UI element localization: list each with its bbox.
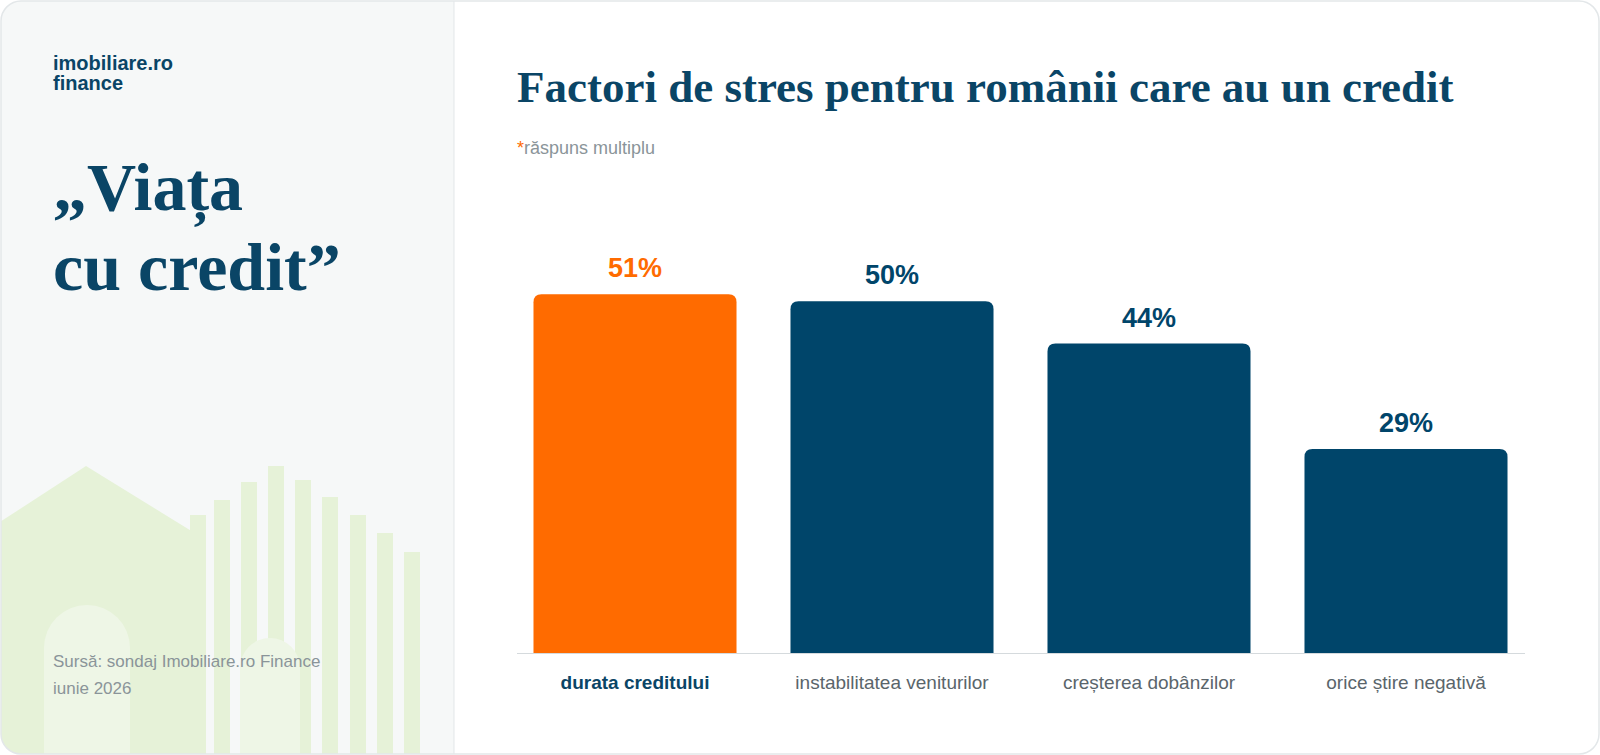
- chart-root: imobiliare.rofinance „Viațacu credit” Surs…: [0, 0, 1600, 755]
- data-label: 44%: [1122, 303, 1176, 333]
- headline: „Viața: [53, 149, 243, 227]
- subtitle-mark: *: [517, 138, 524, 158]
- bar: [533, 294, 736, 653]
- data-label: 50%: [865, 260, 919, 290]
- data-label: 29%: [1379, 408, 1433, 438]
- chart-subtitle: *răspuns multiplu: [517, 138, 655, 158]
- baseline: [517, 653, 1525, 654]
- category-label: creșterea dobânzilor: [1063, 672, 1236, 693]
- logo: imobiliare.ro: [53, 52, 173, 74]
- source: Sursă: sondaj Imobiliare.ro Finance: [53, 652, 320, 671]
- headline: cu credit”: [53, 229, 341, 305]
- deco-stripe: [190, 515, 206, 754]
- category-label: orice știre negativă: [1326, 672, 1486, 693]
- panel-divider: [454, 1, 455, 754]
- left-panel: [1, 1, 454, 754]
- deco-stripe: [350, 515, 366, 754]
- card-border: [1, 1, 1599, 754]
- deco-house: [1, 466, 206, 754]
- category-label: durata creditului: [561, 672, 710, 693]
- deco-stripe: [404, 552, 420, 754]
- chart-title-line: Factori de stres pentru românii care au …: [517, 62, 1454, 112]
- bars: [533, 294, 1507, 653]
- subtitle-text: răspuns multiplu: [524, 138, 655, 158]
- bar: [1304, 449, 1507, 653]
- card: [1, 1, 1599, 754]
- category-label: instabilitatea veniturilor: [795, 672, 989, 693]
- left-panel-bg: [1, 1, 454, 754]
- logo: finance: [53, 72, 123, 94]
- bar: [1047, 344, 1250, 653]
- bar: [790, 301, 993, 653]
- deco-stripe: [377, 533, 393, 754]
- source: iunie 2026: [53, 679, 131, 698]
- deco-stripe: [322, 497, 338, 754]
- data-label: 51%: [608, 253, 662, 283]
- chart-title: Factori de stres pentru românii care au …: [517, 62, 1454, 112]
- deco-stripe: [214, 500, 230, 754]
